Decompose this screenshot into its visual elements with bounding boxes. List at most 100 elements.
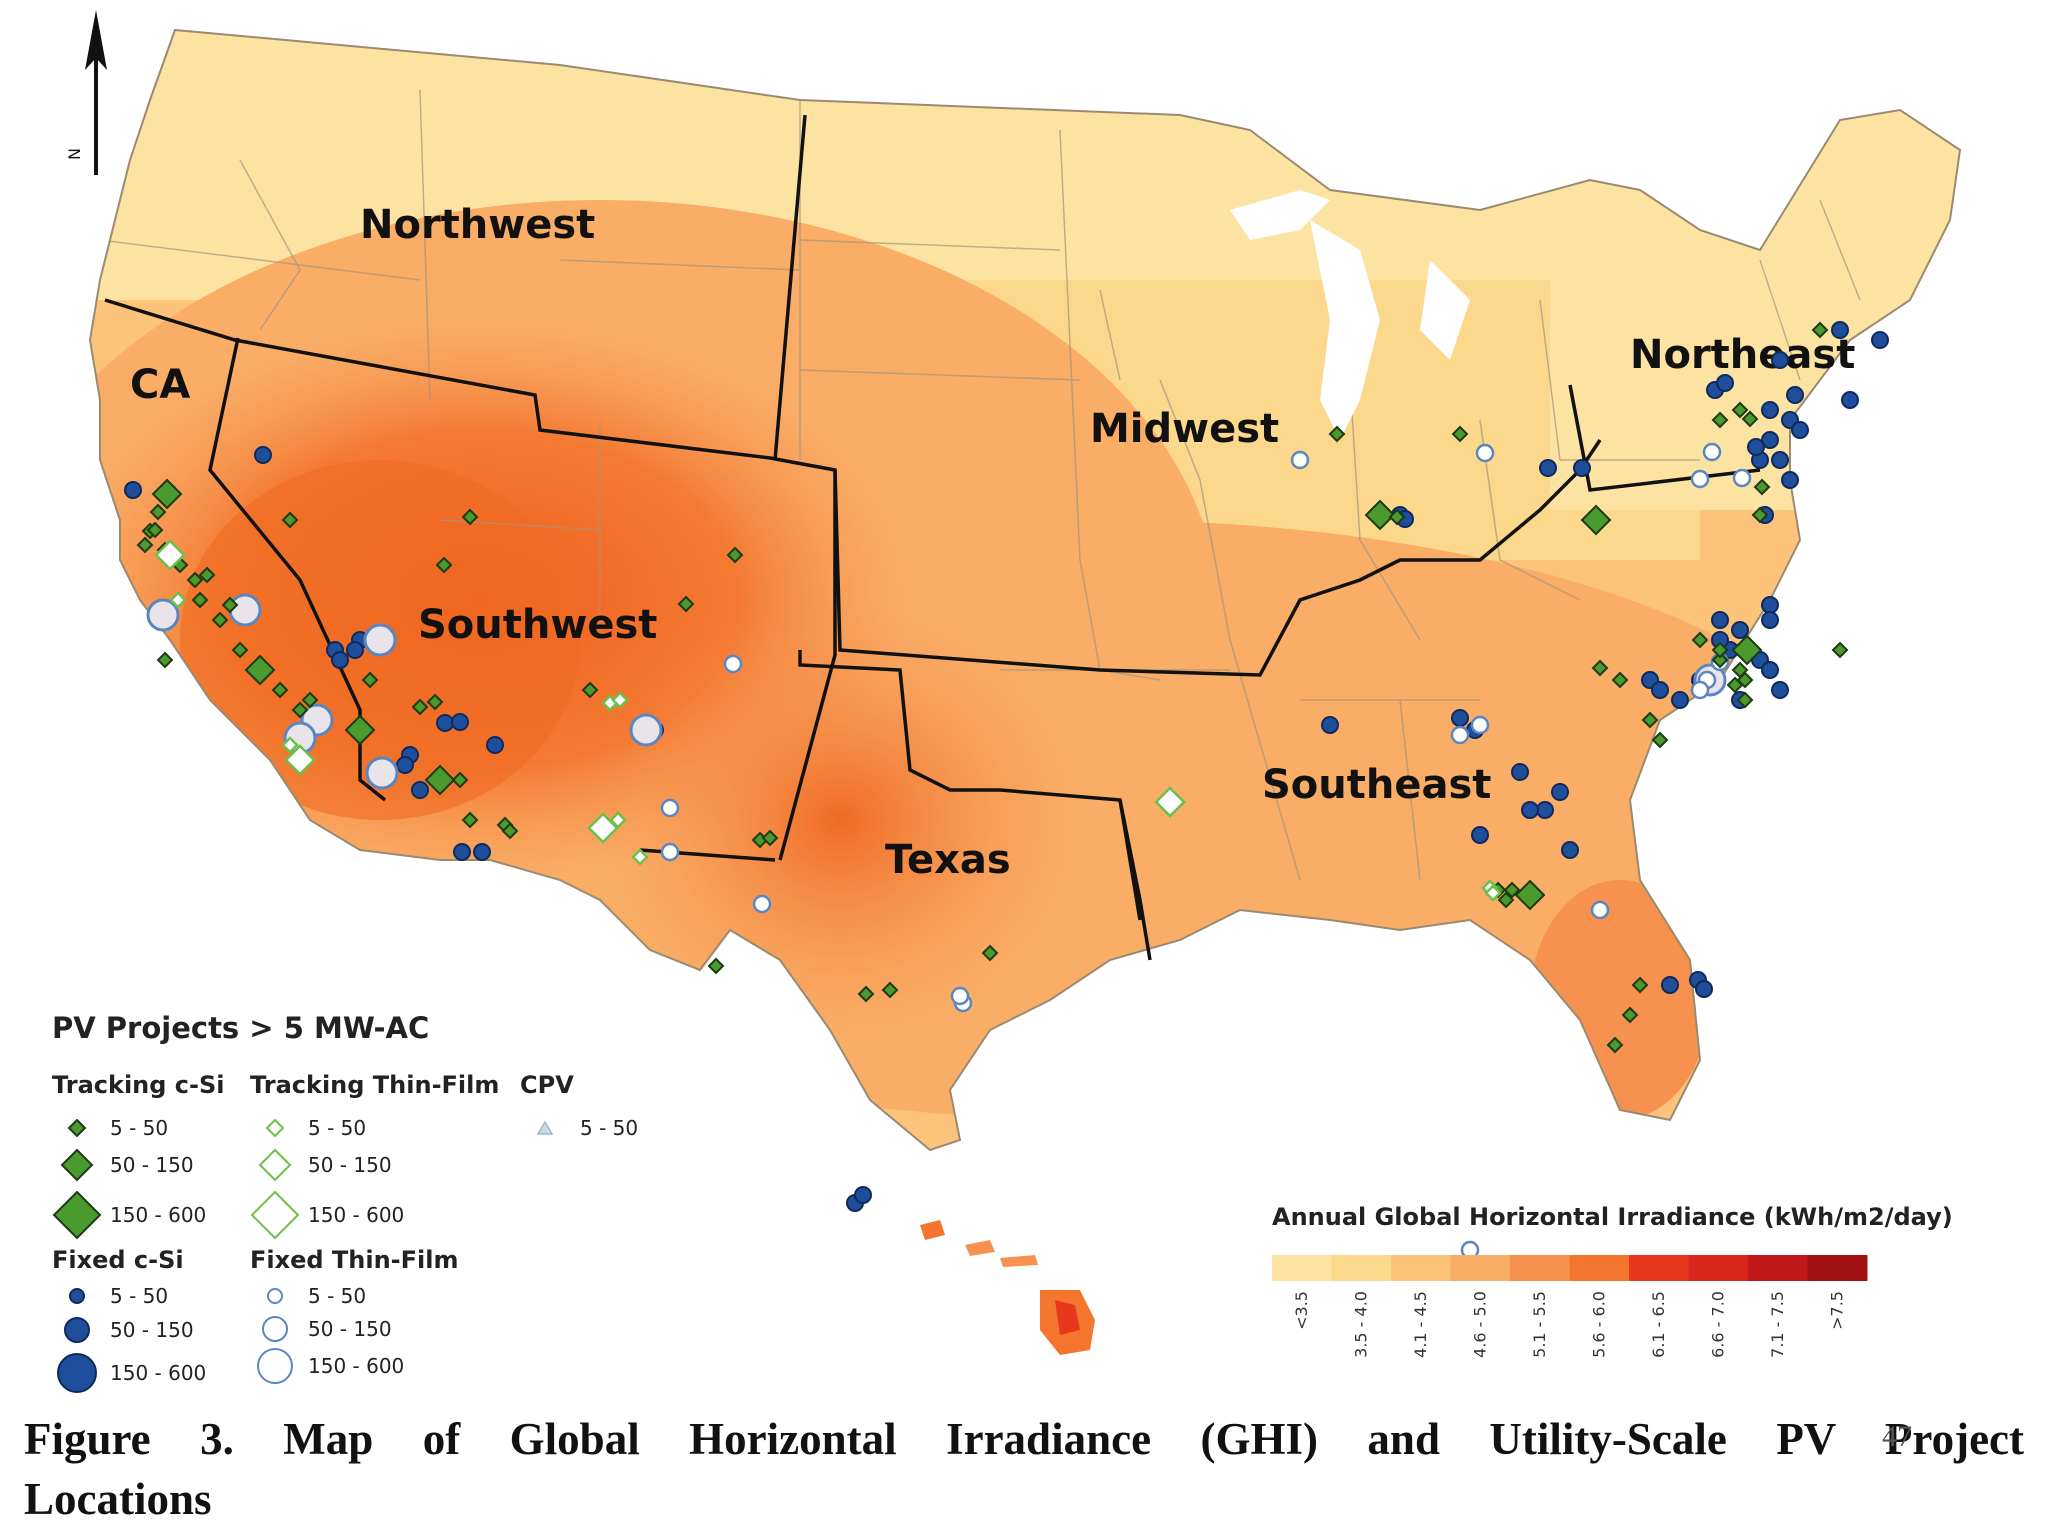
fixed-csi-marker — [1695, 980, 1713, 998]
legend-tracking-thinfilm-small-icon — [265, 1118, 285, 1138]
tracking-csi-marker — [426, 693, 444, 711]
fixed-csi-marker — [1761, 611, 1779, 629]
legend-cpv-size-1: 5 - 50 — [580, 1116, 638, 1140]
legend-tracking-thinfilm-large-icon — [250, 1190, 300, 1240]
fixed-csi-marker — [396, 756, 414, 774]
legend-fixed-csi-size-2: 50 - 150 — [110, 1318, 194, 1342]
figure-caption-line-2: Locations — [24, 1474, 212, 1524]
fixed-csi-marker — [436, 714, 454, 732]
fixed-thin-film-marker — [1732, 468, 1752, 488]
tracking-csi-marker — [451, 771, 469, 789]
region-label-northeast: Northeast — [1630, 332, 1855, 378]
fixed-csi-marker — [1761, 661, 1779, 679]
tracking-thin-film-marker — [587, 812, 619, 844]
figure-caption-line-1: Figure 3. Map of Global Horizontal Irrad… — [24, 1414, 2024, 1464]
ghi-tick-label-3: 4.6 - 5.0 — [1470, 1291, 1489, 1358]
ghi-swatch-9 — [1807, 1255, 1868, 1281]
legend-head-cpv: CPV — [520, 1071, 574, 1099]
fixed-csi-marker — [1771, 351, 1789, 369]
legend-fixed-csi-small-icon — [69, 1288, 85, 1304]
tracking-csi-marker — [1711, 651, 1729, 669]
tracking-csi-marker — [1711, 411, 1729, 429]
tracking-thin-film-marker — [1484, 884, 1502, 902]
legend-tracking-csi-large-icon — [52, 1190, 102, 1240]
tracking-csi-marker — [1751, 506, 1769, 524]
fixed-csi-marker — [451, 713, 469, 731]
fixed-csi-marker — [1786, 386, 1804, 404]
fixed-csi-marker — [1831, 321, 1849, 339]
fixed-thin-film-marker — [146, 598, 180, 632]
tracking-csi-marker — [1726, 676, 1744, 694]
tracking-csi-marker — [191, 591, 209, 609]
tracking-thin-film-marker — [281, 736, 299, 754]
tracking-csi-marker — [1641, 711, 1659, 729]
fixed-csi-marker — [1771, 451, 1789, 469]
fixed-csi-marker — [1471, 826, 1489, 844]
fixed-csi-marker — [1521, 801, 1539, 819]
fixed-csi-marker — [1561, 841, 1579, 859]
fixed-csi-marker — [1451, 709, 1469, 727]
tracking-csi-marker — [186, 571, 204, 589]
tracking-csi-marker — [156, 651, 174, 669]
tracking-thin-film-marker — [1154, 786, 1186, 818]
fixed-csi-marker — [1536, 801, 1554, 819]
fixed-csi-marker — [1539, 459, 1557, 477]
tracking-csi-marker — [411, 698, 429, 716]
legend-tracking-thinfilm-size-2: 50 - 150 — [308, 1153, 392, 1177]
pv-legend: PV Projects > 5 MW-AC Tracking c-Si Trac… — [52, 1011, 638, 1393]
fixed-thin-film-marker — [365, 756, 399, 790]
tracking-csi-marker — [1606, 1036, 1624, 1054]
tracking-csi-marker — [1811, 321, 1829, 339]
fixed-csi-marker — [1871, 331, 1889, 349]
ghi-swatch-4 — [1510, 1255, 1570, 1281]
tracking-csi-marker — [151, 478, 183, 510]
tracking-csi-marker — [281, 511, 299, 529]
tracking-csi-marker — [1711, 641, 1729, 659]
legend-head-tracking-thinfilm: Tracking Thin-Film — [250, 1071, 499, 1099]
tracking-csi-marker — [1651, 731, 1669, 749]
tracking-csi-marker — [301, 691, 319, 709]
great-lakes — [1230, 190, 1470, 440]
ghi-tick-label-8: 7.1 - 7.5 — [1768, 1291, 1787, 1358]
legend-fixed-thinfilm-size-1: 5 - 50 — [308, 1284, 366, 1308]
ghi-swatch-6 — [1629, 1255, 1689, 1281]
ghi-swatch-1 — [1331, 1255, 1392, 1281]
legend-cpv-icon — [536, 1120, 554, 1135]
north-label: N — [65, 148, 84, 160]
fixed-thin-film-marker — [1290, 450, 1310, 470]
fixed-csi-marker — [124, 481, 142, 499]
tracking-csi-marker — [1731, 634, 1763, 666]
ghi-tick-label-0: <3.5 — [1292, 1291, 1311, 1330]
tracking-csi-marker — [221, 596, 239, 614]
tracking-csi-marker — [1611, 671, 1629, 689]
ghi-tick-label-7: 6.6 - 7.0 — [1708, 1291, 1727, 1358]
fixed-csi-marker — [486, 736, 504, 754]
fixed-thin-film-marker — [1475, 443, 1495, 463]
region-label-northwest: Northwest — [360, 202, 595, 248]
legend-tracking-csi-medium-icon — [60, 1148, 94, 1182]
tracking-thin-film-marker — [284, 744, 316, 776]
fixed-thin-film-marker — [1690, 469, 1710, 489]
tracking-thin-film-marker — [154, 539, 186, 571]
tracking-csi-marker — [1691, 631, 1709, 649]
legend-fixed-thinfilm-size-3: 150 - 600 — [308, 1354, 404, 1378]
fixed-thin-film-marker — [660, 798, 680, 818]
fixed-thin-film-marker — [752, 894, 772, 914]
legend-tracking-thinfilm-medium-icon — [258, 1148, 292, 1182]
tracking-csi-marker — [857, 985, 875, 1003]
tracking-csi-marker — [231, 641, 249, 659]
tracking-csi-marker — [1631, 976, 1649, 994]
region-label-midwest: Midwest — [1090, 406, 1279, 452]
tracking-csi-marker — [1514, 879, 1546, 911]
tracking-csi-marker — [677, 595, 695, 613]
tracking-csi-marker — [1741, 410, 1759, 428]
legend-fixed-csi-size-1: 5 - 50 — [110, 1284, 168, 1308]
tracking-csi-marker — [1503, 881, 1521, 899]
legend-fixed-csi-size-3: 150 - 600 — [110, 1361, 206, 1385]
fixed-csi-marker — [1761, 431, 1779, 449]
tracking-csi-marker — [1388, 508, 1406, 526]
tracking-csi-marker — [1621, 1006, 1639, 1024]
fixed-thin-film-marker — [363, 623, 397, 657]
region-label-texas: Texas — [885, 837, 1011, 883]
tracking-csi-marker — [1591, 659, 1609, 677]
